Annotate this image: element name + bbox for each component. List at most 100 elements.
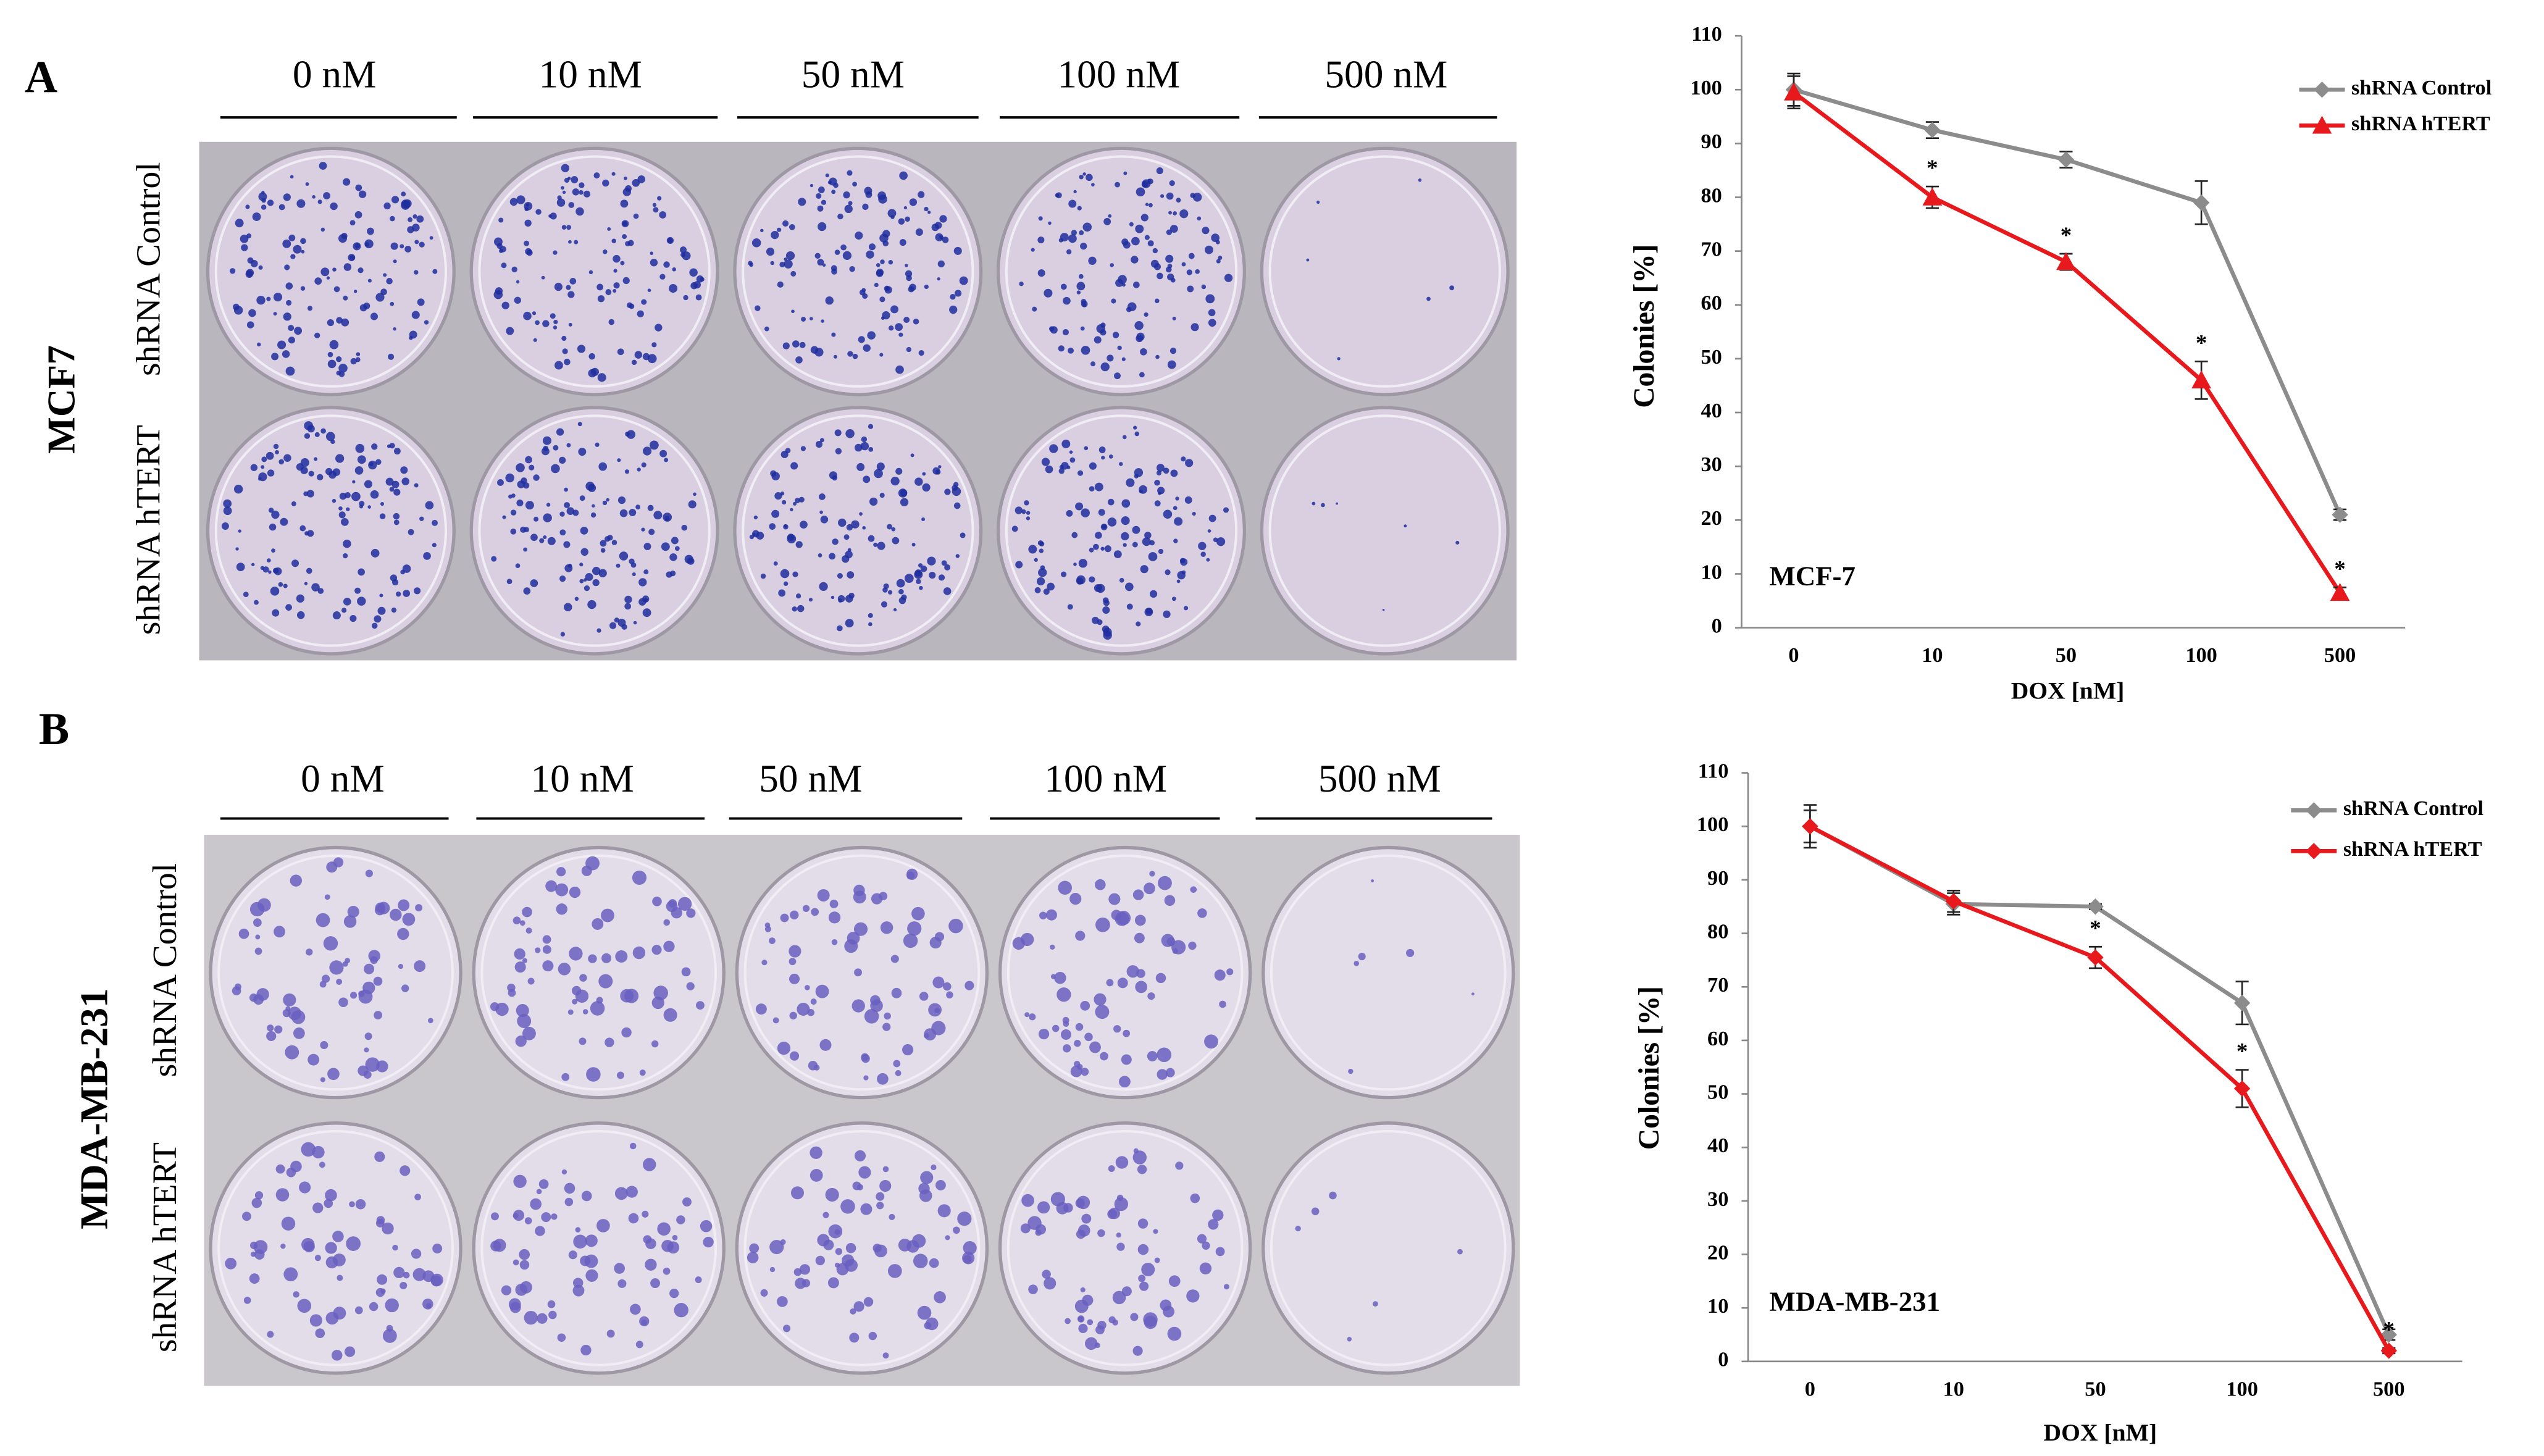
colony xyxy=(278,204,285,211)
colony xyxy=(327,319,334,327)
colony xyxy=(829,900,839,908)
colony xyxy=(895,365,904,374)
colony xyxy=(919,1189,932,1202)
colony xyxy=(1190,1193,1200,1203)
colony xyxy=(401,201,410,210)
colony xyxy=(271,510,280,519)
colony xyxy=(1076,290,1081,295)
colony xyxy=(258,265,263,270)
colony xyxy=(592,918,604,930)
colony xyxy=(629,558,635,564)
colony xyxy=(674,1303,688,1318)
colony xyxy=(542,960,554,972)
colony xyxy=(359,501,365,507)
y-tick-label: 20 xyxy=(1701,506,1722,530)
colony xyxy=(1127,302,1137,312)
dish xyxy=(472,845,726,1100)
colony xyxy=(585,1234,598,1247)
colony xyxy=(1166,192,1174,200)
colony xyxy=(683,295,688,301)
colony xyxy=(346,1236,361,1251)
panel-label: A xyxy=(25,51,57,102)
colony xyxy=(831,269,837,275)
colony xyxy=(281,1216,296,1231)
colony xyxy=(879,353,884,357)
colony xyxy=(833,354,837,359)
colony xyxy=(320,227,325,232)
colony xyxy=(1108,893,1121,905)
colony xyxy=(1137,1244,1149,1255)
colony xyxy=(1095,532,1102,539)
colony xyxy=(615,950,628,963)
colony xyxy=(286,299,292,306)
colony xyxy=(1149,871,1155,877)
colony xyxy=(666,900,678,913)
colony xyxy=(1295,1226,1301,1232)
colony xyxy=(495,1002,509,1016)
colony xyxy=(1208,1219,1219,1230)
colony xyxy=(400,569,406,575)
colony xyxy=(671,537,679,545)
significance: * xyxy=(2383,1316,2395,1342)
colony xyxy=(638,598,646,606)
colony xyxy=(506,327,514,335)
colony xyxy=(1044,1277,1057,1290)
colony xyxy=(946,991,953,998)
colony xyxy=(299,525,306,532)
colony xyxy=(574,240,579,245)
colony xyxy=(566,507,575,516)
dish-rim xyxy=(1006,854,1244,1091)
colony xyxy=(223,499,232,508)
colony xyxy=(325,432,335,441)
colony xyxy=(530,533,538,542)
concentration-label: 50 nM xyxy=(801,52,905,96)
colony xyxy=(688,500,697,509)
colony xyxy=(1078,559,1088,568)
colony xyxy=(351,492,361,501)
colony xyxy=(899,239,906,246)
colony xyxy=(800,446,806,451)
colony xyxy=(677,897,692,911)
colony xyxy=(900,498,909,506)
colony xyxy=(815,1255,825,1266)
colony xyxy=(914,477,923,486)
colony xyxy=(1202,1241,1210,1250)
colony xyxy=(370,312,378,320)
colony xyxy=(780,913,789,923)
colony xyxy=(614,617,619,623)
colony xyxy=(1097,1229,1105,1237)
colony xyxy=(770,261,774,266)
colony xyxy=(645,1258,657,1271)
colony xyxy=(827,1277,839,1289)
colony xyxy=(1126,478,1135,487)
colony xyxy=(838,518,847,527)
colony xyxy=(326,276,330,280)
colony xyxy=(1147,1051,1158,1061)
colony xyxy=(751,238,761,248)
colony xyxy=(1020,1223,1031,1234)
dish xyxy=(733,146,983,396)
colony xyxy=(527,977,535,985)
colony xyxy=(283,312,291,321)
colony xyxy=(1100,362,1110,372)
colony xyxy=(383,202,391,210)
colony xyxy=(682,1197,692,1207)
colony xyxy=(342,178,351,186)
colony xyxy=(267,469,275,477)
colony xyxy=(403,1271,410,1279)
colony xyxy=(852,353,858,359)
colony xyxy=(332,498,337,503)
colony xyxy=(336,370,341,375)
colony xyxy=(525,456,532,464)
colony xyxy=(387,444,391,448)
colony xyxy=(516,280,520,284)
colony xyxy=(790,910,799,920)
colony xyxy=(345,958,351,964)
x-tick-label: 50 xyxy=(2056,643,2077,667)
colony xyxy=(943,982,952,991)
colony xyxy=(661,542,670,551)
colony xyxy=(493,237,503,246)
colony xyxy=(555,883,569,897)
colony xyxy=(771,230,779,240)
colony xyxy=(919,585,923,590)
